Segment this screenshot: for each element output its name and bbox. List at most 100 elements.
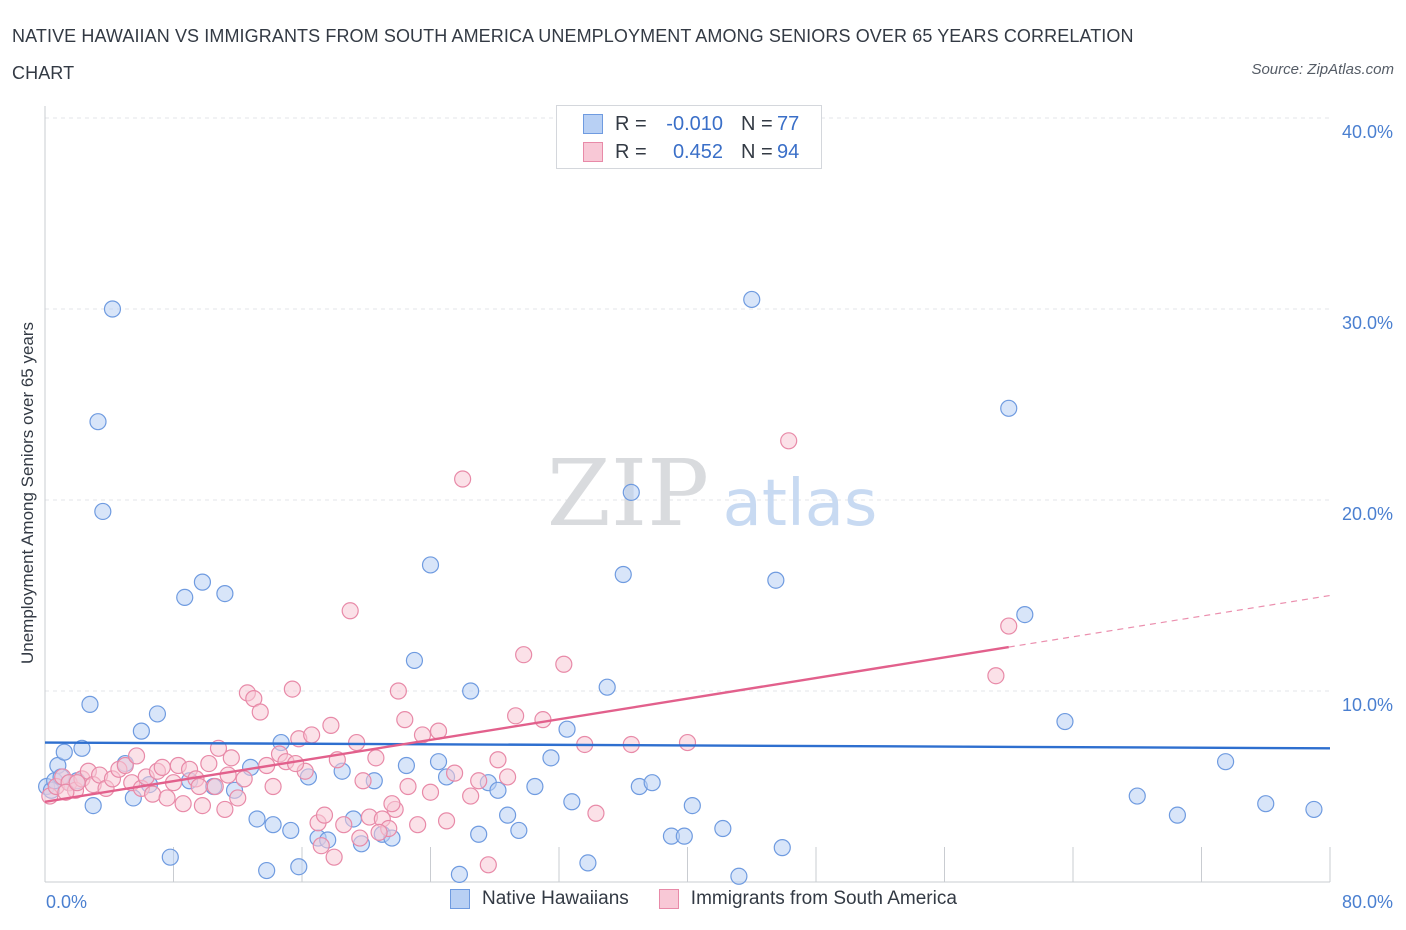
point-immigrant-south-america	[445, 764, 464, 782]
point-native-hawaiian	[132, 722, 150, 740]
legend-r-label: R =	[615, 112, 647, 135]
point-immigrant-south-america	[57, 783, 75, 801]
point-immigrant-south-america	[222, 749, 240, 767]
trend-line-native-hawaiians	[44, 741, 1331, 750]
point-native-hawaiian	[148, 705, 167, 723]
point-native-hawaiian	[675, 827, 693, 845]
point-immigrant-south-america	[351, 829, 369, 847]
point-native-hawaiian	[94, 502, 112, 521]
point-immigrant-south-america	[348, 733, 366, 752]
series-native-hawaiians	[38, 290, 1323, 885]
point-immigrant-south-america	[158, 789, 176, 807]
legend-r-label: R =	[615, 140, 647, 163]
point-immigrant-south-america	[413, 726, 432, 744]
gridlines	[45, 117, 1330, 692]
y-tick-label: 40.0%	[1342, 122, 1393, 142]
point-native-hawaiian	[264, 816, 282, 834]
point-immigrant-south-america	[216, 800, 234, 819]
point-immigrant-south-america	[515, 646, 533, 664]
point-immigrant-south-america	[987, 667, 1005, 685]
y-tick-label: 30.0%	[1342, 313, 1393, 333]
point-immigrant-south-america	[190, 777, 208, 796]
point-immigrant-south-america	[283, 680, 301, 698]
x-tick-label: 0.0%	[46, 892, 87, 912]
chart-title: NATIVE HAWAIIAN VS IMMIGRANTS FROM SOUTH…	[12, 26, 1134, 83]
trend-lines	[44, 594, 1331, 803]
point-native-hawaiian	[397, 756, 416, 775]
legend-item-native-hawaiians[interactable]: Native Hawaiians	[450, 888, 629, 910]
point-native-hawaiian	[1000, 399, 1018, 417]
point-native-hawaiian	[429, 753, 448, 771]
point-native-hawaiian	[643, 774, 661, 792]
point-native-hawaiian	[1168, 806, 1187, 824]
point-native-hawaiian	[258, 861, 276, 880]
legend-row-native-hawaiians: R = -0.010 N = 77	[583, 111, 799, 137]
legend-n-value: 94	[777, 140, 800, 163]
point-native-hawaiian	[1016, 605, 1034, 624]
point-native-hawaiian	[558, 720, 576, 738]
y-tick-label: 20.0%	[1342, 504, 1393, 524]
watermark: ZIP atlas	[547, 440, 877, 547]
point-immigrant-south-america	[315, 806, 334, 824]
point-native-hawaiian	[161, 848, 179, 866]
point-native-hawaiian	[579, 854, 597, 872]
blue-swatch	[583, 114, 603, 134]
point-native-hawaiian	[767, 571, 785, 589]
point-immigrant-south-america	[312, 837, 330, 855]
point-immigrant-south-america	[68, 774, 86, 792]
point-native-hawaiian	[405, 651, 424, 670]
point-native-hawaiian	[248, 810, 266, 828]
point-native-hawaiian	[1257, 795, 1275, 813]
legend-label: Immigrants from South America	[690, 888, 957, 909]
point-immigrant-south-america	[507, 707, 525, 725]
pink-swatch	[658, 889, 679, 909]
point-immigrant-south-america	[325, 848, 343, 866]
point-immigrant-south-america	[470, 772, 488, 790]
point-native-hawaiian	[1128, 787, 1146, 805]
point-native-hawaiian	[563, 793, 581, 811]
point-immigrant-south-america	[153, 758, 171, 777]
point-native-hawaiian	[89, 413, 107, 431]
point-immigrant-south-america	[174, 795, 192, 813]
series-immigrants-south-america	[41, 432, 1018, 874]
point-native-hawaiian	[743, 290, 761, 309]
point-immigrant-south-america	[389, 682, 407, 700]
point-immigrant-south-america	[127, 747, 146, 765]
point-immigrant-south-america	[489, 751, 507, 769]
point-native-hawaiian	[470, 825, 488, 843]
point-native-hawaiian	[55, 743, 73, 761]
point-native-hawaiian	[193, 573, 212, 591]
point-immigrant-south-america	[678, 733, 697, 752]
point-native-hawaiian	[683, 796, 701, 815]
point-native-hawaiian	[489, 781, 507, 799]
point-native-hawaiian	[1056, 712, 1074, 731]
x-tick-label: 80.0%	[1342, 892, 1393, 912]
point-native-hawaiian	[103, 300, 122, 318]
correlation-legend: R = -0.010 N = 77 R = 0.452 N = 94	[556, 105, 822, 169]
point-immigrant-south-america	[409, 816, 427, 834]
watermark-atlas: atlas	[723, 467, 878, 541]
point-native-hawaiian	[714, 819, 732, 838]
legend-n-value: 77	[777, 112, 800, 135]
point-immigrant-south-america	[370, 823, 388, 841]
legend-r-value: -0.010	[666, 112, 723, 135]
point-native-hawaiian	[84, 796, 102, 815]
trend-line-immigrants-south-america	[44, 645, 1009, 803]
point-immigrant-south-america	[462, 787, 480, 805]
point-immigrant-south-america	[144, 785, 162, 803]
point-native-hawaiian	[542, 749, 560, 767]
point-native-hawaiian	[526, 777, 544, 796]
point-immigrant-south-america	[534, 711, 552, 729]
point-immigrant-south-america	[383, 795, 401, 813]
point-native-hawaiian	[216, 584, 234, 603]
legend-item-immigrants-south-america[interactable]: Immigrants from South America	[658, 888, 957, 910]
point-immigrant-south-america	[479, 856, 497, 874]
pink-swatch	[583, 142, 603, 162]
trend-line-extension	[1008, 594, 1331, 648]
point-immigrant-south-america	[219, 766, 237, 784]
point-native-hawaiian	[1305, 800, 1323, 819]
point-native-hawaiian	[421, 556, 440, 574]
point-immigrant-south-america	[322, 716, 340, 734]
source-label: Source: ZipAtlas.com	[1251, 61, 1394, 78]
